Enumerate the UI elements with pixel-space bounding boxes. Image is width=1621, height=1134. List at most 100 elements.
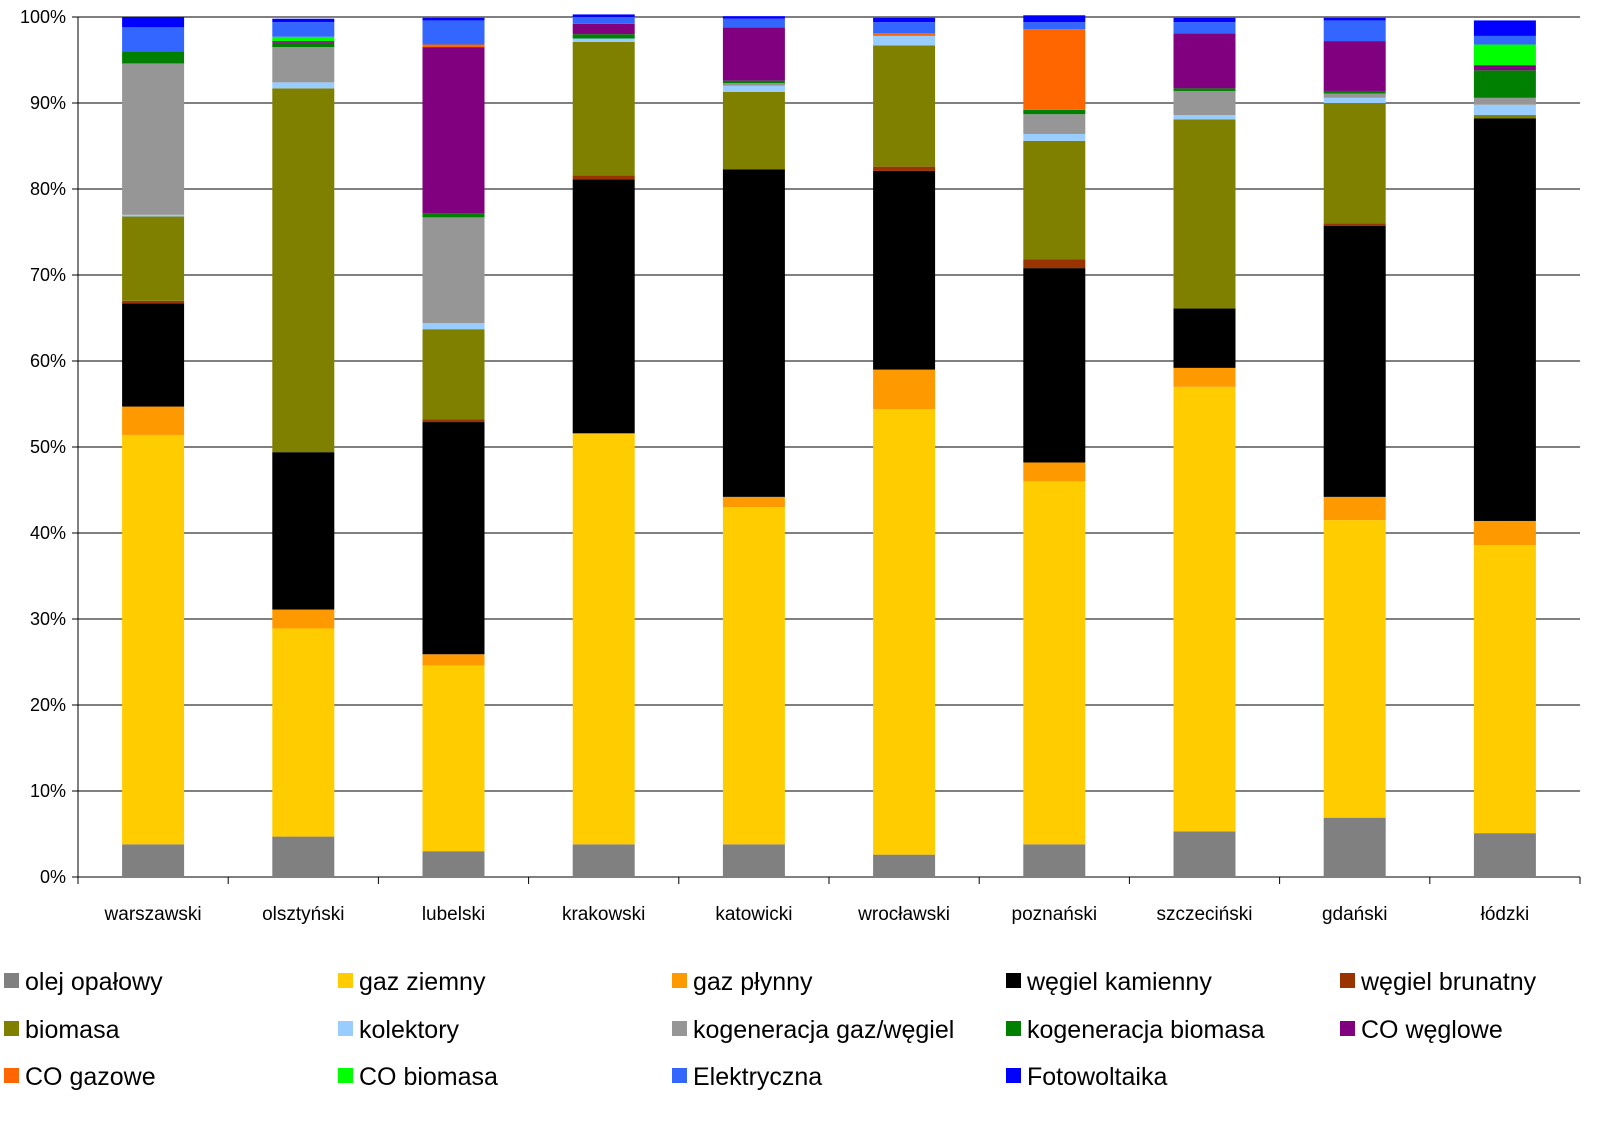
bar-segment: kolektory: 1.2	[1473, 104, 1536, 116]
bar-segment: gaz płynny: 1.3	[422, 654, 485, 666]
legend-swatch	[672, 1068, 687, 1083]
bar-segment: biomasa: 9.8	[122, 216, 185, 301]
legend-swatch	[4, 973, 19, 988]
bar-segment: CO węglowe: 0.2	[272, 41, 335, 43]
bar-segment: kogeneracja gaz/węgiel: 17.6	[122, 63, 185, 215]
legend-item: CO biomasa	[338, 1063, 498, 1091]
bar-segment: Elektryczna: 1.7	[272, 22, 335, 37]
legend-label: gaz ziemny	[359, 968, 486, 996]
bar-segment: Fotowoltaika: 0.5	[873, 17, 936, 23]
bar-segment: kogeneracja biomasa: 0.5	[1023, 109, 1086, 115]
bar-segment: kolektory: 0.8	[1023, 133, 1086, 141]
bar-segment: kogeneracja gaz/węgiel: 4.1	[272, 47, 335, 83]
bar-segment: Elektryczna: 0.8	[1023, 22, 1086, 30]
legend-item: CO gazowe	[4, 1063, 156, 1091]
bar-segment: gaz ziemny: 24.2	[272, 628, 335, 837]
bars: olej opałowy: 3.8gaz ziemny: 47.6gaz pły…	[122, 14, 1536, 877]
bar-segment: gaz płynny: 2.8	[1473, 520, 1536, 546]
x-tick-label: wrocławski	[857, 904, 950, 925]
bar-segment: biomasa: 10.5	[422, 329, 485, 420]
bar-segment: gaz ziemny: 33.5	[1473, 545, 1536, 834]
legend-swatch	[4, 1021, 19, 1036]
bar-stack-lubelski: olej opałowy: 3gaz ziemny: 21.6gaz płynn…	[422, 17, 485, 877]
legend-label: Fotowoltaika	[1027, 1063, 1167, 1091]
bar-segment: gaz ziemny: 42.2	[1023, 481, 1086, 845]
bar-segment: CO węglowe: 5.8	[1323, 41, 1386, 91]
bar-segment: Fotowoltaika: 0.4	[272, 18, 335, 23]
bar-segment: CO gazowe: 0.3	[873, 33, 936, 36]
legend-label: kolektory	[359, 1016, 460, 1044]
bar-segment: Fotowoltaika: 0.3	[422, 17, 485, 21]
bar-stack-krakowski: olej opałowy: 3.8gaz ziemny: 47.7gaz pły…	[572, 14, 635, 877]
bar-segment: Fotowoltaika: 0.3	[572, 14, 635, 17]
bar-segment: biomasa: 13.8	[1023, 140, 1086, 260]
bar-stack-olsztyński: olej opałowy: 4.7gaz ziemny: 24.2gaz pły…	[272, 18, 335, 877]
legend-item: gaz ziemny	[338, 968, 486, 996]
bar-segment: olej opałowy: 5.3	[1173, 831, 1236, 877]
bar-segment: gaz płynny: 0.1	[572, 433, 635, 435]
legend-label: CO gazowe	[25, 1063, 156, 1091]
legend: olej opałowy gaz ziemny gaz płynny węgiel k…	[4, 968, 1537, 1091]
bar-segment: kogeneracja biomasa: 0.5	[572, 34, 635, 39]
x-tick-label: warszawski	[104, 904, 202, 925]
bar-segment: węgiel kamienny: 38.1	[722, 169, 785, 497]
y-tick-label: 40%	[30, 523, 66, 543]
bar-segment: Fotowoltaika: 0.5	[1173, 17, 1236, 23]
y-tick-label: 20%	[30, 695, 66, 715]
bar-segment: węgiel brunatny: 0.5	[572, 175, 635, 180]
legend-label: CO biomasa	[359, 1063, 498, 1091]
y-tick-label: 100%	[20, 7, 66, 27]
y-tick-label: 50%	[30, 437, 66, 457]
y-tick-label: 70%	[30, 265, 66, 285]
bar-segment: węgiel kamienny: 18.3	[272, 452, 335, 610]
bar-segment: Elektryczna: 1.3	[873, 22, 936, 34]
bar-segment: gaz ziemny: 51.8	[873, 409, 936, 855]
bar-segment: biomasa: 14	[1323, 103, 1386, 224]
bar-segment: CO węglowe: 1.2	[572, 23, 635, 35]
x-tick-label: szczeciński	[1156, 904, 1252, 925]
bar-segment: kolektory: 0.4	[572, 38, 635, 42]
bar-segment: olej opałowy: 3.8	[122, 844, 185, 877]
bar-segment: kogeneracja gaz/węgiel: 0.5	[1323, 93, 1386, 98]
bar-segment: gaz ziemny: 39.2	[722, 507, 785, 845]
legend-label: kogeneracja gaz/węgiel	[693, 1016, 954, 1044]
bar-segment: Fotowoltaika: 1.8	[1473, 20, 1536, 36]
x-tick-label: krakowski	[562, 904, 645, 925]
bar-segment: kogeneracja gaz/węgiel: 0.3	[722, 83, 785, 86]
bar-segment: węgiel kamienny: 22.6	[1023, 268, 1086, 463]
bar-segment: kogeneracja biomasa: 0.3	[1173, 88, 1236, 91]
x-tick-label: lubelski	[422, 904, 485, 925]
bar-segment: węgiel kamienny: 46.8	[1473, 118, 1536, 521]
bar-segment: kolektory: 0.2	[122, 214, 185, 217]
bar-segment: kogeneracja gaz/węgiel: 12.3	[422, 217, 485, 324]
bar-segment: Fotowoltaika: 0.3	[722, 16, 785, 19]
bar-segment: olej opałowy: 3	[422, 851, 485, 877]
y-tick-label: 30%	[30, 609, 66, 629]
bar-segment: kogeneracja biomasa: 0.3	[722, 80, 785, 84]
bar-segment: CO węglowe: 19.3	[422, 47, 485, 214]
legend-item: Fotowoltaika	[1006, 1063, 1167, 1091]
y-tick-label: 60%	[30, 351, 66, 371]
bar-segment: CO biomasa: 0.5	[272, 36, 335, 42]
x-tick-label: katowicki	[715, 904, 792, 925]
bar-segment: gaz płynny: 3.3	[122, 406, 185, 435]
bar-segment: węgiel kamienny: 6.9	[1173, 308, 1236, 368]
bar-segment: węgiel kamienny: 29.5	[572, 179, 635, 434]
legend-swatch	[338, 1021, 353, 1036]
legend-item: biomasa	[4, 1016, 120, 1044]
bar-segment: olej opałowy: 3.8	[1023, 844, 1086, 877]
bar-segment: gaz ziemny: 47.7	[572, 434, 635, 845]
bar-segment: Elektryczna: 2.4	[1323, 20, 1386, 42]
bar-segment: Elektryczna: 2.8	[122, 27, 185, 52]
legend-label: Elektryczna	[693, 1063, 822, 1091]
bar-segment: węgiel kamienny: 27	[422, 422, 485, 655]
bar-segment: Fotowoltaika: 0.3	[1323, 17, 1386, 21]
bar-stack-wrocławski: olej opałowy: 2.6gaz ziemny: 51.8gaz pły…	[873, 17, 936, 877]
bar-segment: olej opałowy: 4.7	[272, 836, 335, 877]
bar-segment: biomasa: 22	[1173, 119, 1236, 309]
legend-swatch	[1340, 1021, 1355, 1036]
bar-segment: gaz płynny: 2.7	[1323, 496, 1386, 521]
bar-segment: CO biomasa: 2.4	[1473, 44, 1536, 66]
bar-segment: węgiel brunatny: 0.5	[873, 166, 936, 171]
